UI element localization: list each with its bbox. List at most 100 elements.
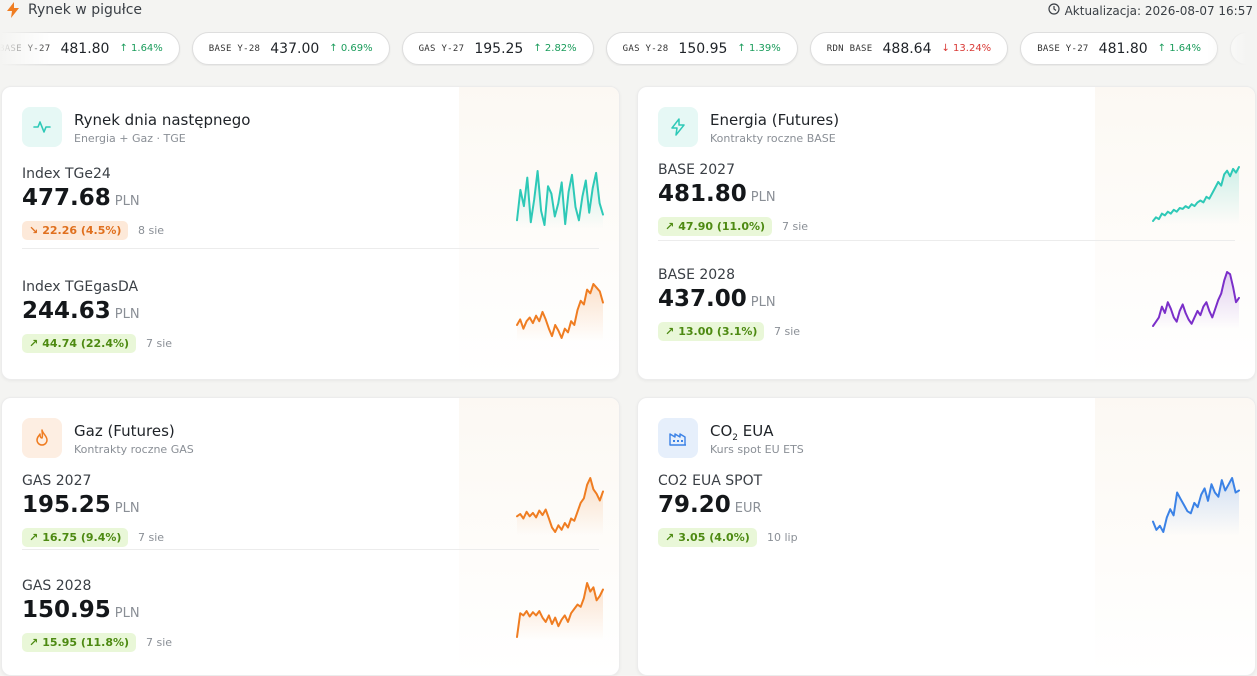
ticker-value: 195.25 <box>474 40 524 57</box>
change-badge: ↗ 15.95 (11.8%) <box>22 633 137 652</box>
metric-label: CO2 EUA SPOT <box>658 473 763 489</box>
sparkline <box>516 170 604 228</box>
sparkline-area <box>517 583 603 640</box>
sparkline-line <box>516 283 604 339</box>
bolt-icon <box>6 2 20 22</box>
metric-date: 7 sie <box>782 220 809 233</box>
sparkline-area <box>1153 167 1239 224</box>
metric-date: 7 sie <box>146 337 173 350</box>
ticker-symbol: BASE Y-27 <box>1037 43 1089 54</box>
clock-icon <box>1047 3 1060 18</box>
sparkline <box>516 477 604 535</box>
card-subtitle: Energia + Gaz · TGE <box>74 132 186 145</box>
sparkline <box>1152 271 1240 329</box>
metric-label: Index TGEgasDA <box>22 279 139 295</box>
metric-price: 244.63 PLN <box>22 298 140 324</box>
ticker-fade-right <box>1207 32 1257 66</box>
card-gaz[interactable]: Gaz (Futures) Kontrakty roczne GAS GAS 2… <box>1 397 620 676</box>
trend-up-icon: ↗ <box>29 531 39 544</box>
ticker-item[interactable]: GAS Y-28 150.95 ↑ 1.39% <box>605 32 798 65</box>
ticker-symbol: RDN BASE <box>826 43 873 54</box>
metric-unit: PLN <box>114 606 140 621</box>
metric-unit: PLN <box>750 190 776 205</box>
card-subtitle: Kontrakty roczne GAS <box>74 443 194 456</box>
ticker-item[interactable]: RDN BASE 488.64 ↓ 13.24% <box>809 32 1009 65</box>
ticker-symbol: GAS Y-27 <box>418 43 465 54</box>
ticker-symbol: BASE Y-28 <box>208 43 261 54</box>
ticker-symbol: GAS Y-28 <box>622 43 669 54</box>
metric-block: CO2 EUA SPOT 79.20 EUR ↗ 3.05 (4.0%) 10 lip <box>658 473 1240 573</box>
ticker-value: 150.95 <box>678 40 728 57</box>
metric-block: Index TGEgasDA 244.63 PLN ↗ 44.74 (22.4%) 7 s… <box>22 279 604 379</box>
page-title: Rynek w pigułce <box>28 2 143 18</box>
sparkline <box>516 283 604 341</box>
card-subtitle: Kurs spot EU ETS <box>710 443 804 456</box>
metric-unit: PLN <box>114 307 140 322</box>
metric-price: 150.95 PLN <box>22 597 140 623</box>
metric-label: BASE 2028 <box>658 267 735 283</box>
ticker-value: 481.80 <box>1098 40 1148 57</box>
card-title: Rynek dnia następnego <box>74 111 251 129</box>
sparkline-line <box>1152 271 1240 327</box>
metric-unit: PLN <box>750 295 776 310</box>
metric-block: BASE 2027 481.80 PLN ↗ 47.90 (11.0%) 7 sie <box>658 162 1240 262</box>
sparkline <box>1152 477 1240 535</box>
metric-price: 477.68 PLN <box>22 185 140 211</box>
metric-price: 79.20 EUR <box>658 492 762 518</box>
ticker-change: ↑ 1.64% <box>1157 43 1201 54</box>
ticker-change: ↑ 1.64% <box>119 43 163 54</box>
ticker-change: ↑ 2.82% <box>533 43 577 54</box>
metric-block: GAS 2028 150.95 PLN ↗ 15.95 (11.8%) 7 sie <box>22 578 604 675</box>
card-rdn[interactable]: Rynek dnia następnego Energia + Gaz · TG… <box>1 86 620 380</box>
ticker-item[interactable]: BASE Y-27 481.80 ↑ 1.64% <box>1020 32 1218 65</box>
change-badge: ↗ 47.90 (11.0%) <box>658 217 773 236</box>
metric-date: 7 sie <box>138 531 165 544</box>
sparkline-line <box>516 170 604 226</box>
metric-date: 8 sie <box>138 224 165 237</box>
sparkline <box>1152 166 1240 224</box>
trend-up-icon: ↗ <box>29 636 39 649</box>
sparkline <box>516 582 604 640</box>
ticker-value: 488.64 <box>882 40 932 57</box>
factory-icon <box>658 418 698 458</box>
trend-up-icon: ↗ <box>665 531 675 544</box>
change-badge: ↘ 22.26 (4.5%) <box>22 221 129 240</box>
card-title: CO2 EUA <box>710 422 774 443</box>
flame-icon <box>22 418 62 458</box>
metric-label: BASE 2027 <box>658 162 735 178</box>
card-co2[interactable]: CO2 EUA Kurs spot EU ETS CO2 EUA SPOT 79.… <box>637 397 1256 676</box>
sparkline-line <box>1152 166 1240 222</box>
bolt-icon <box>658 107 698 147</box>
trend-down-icon: ↘ <box>29 224 39 237</box>
updated-text: Aktualizacja: 2026-08-07 16:57 <box>1064 3 1253 18</box>
metric-price: 195.25 PLN <box>22 492 140 518</box>
metric-date: 7 sie <box>146 636 173 649</box>
metric-label: Index TGe24 <box>22 166 111 182</box>
trend-up-icon: ↗ <box>665 325 675 338</box>
metric-date: 7 sie <box>774 325 801 338</box>
metric-price: 481.80 PLN <box>658 181 776 207</box>
ticker-item[interactable]: BASE Y-28 437.00 ↑ 0.69% <box>191 32 390 65</box>
card-title: Gaz (Futures) <box>74 422 175 440</box>
metric-block: GAS 2027 195.25 PLN ↗ 16.75 (9.4%) 7 sie <box>22 473 604 573</box>
ticker-change: ↑ 1.39% <box>737 43 781 54</box>
sparkline-area <box>517 478 603 535</box>
change-badge: ↗ 44.74 (22.4%) <box>22 334 137 353</box>
metric-unit: EUR <box>734 501 762 516</box>
sparkline-line <box>1152 477 1240 533</box>
pulse-icon <box>22 107 62 147</box>
ticker-strip: BASE Y-27 481.80 ↑ 1.64% BASE Y-28 437.00 ↑ 0… <box>0 32 1257 66</box>
header-bar: Rynek w pigułce Aktualizacja: 2026-08-07… <box>0 0 1257 22</box>
sparkline-line <box>516 582 604 638</box>
ticker-item[interactable]: GAS Y-27 195.25 ↑ 2.82% <box>401 32 594 65</box>
metric-date: 10 lip <box>767 531 798 544</box>
change-badge: ↗ 3.05 (4.0%) <box>658 528 757 547</box>
metric-unit: PLN <box>114 194 140 209</box>
trend-up-icon: ↗ <box>665 220 675 233</box>
ticker-change: ↑ 0.69% <box>329 43 373 54</box>
metric-block: Index TGe24 477.68 PLN ↘ 22.26 (4.5%) 8 sie <box>22 166 604 266</box>
card-energia[interactable]: Energia (Futures) Kontrakty roczne BASE … <box>637 86 1256 380</box>
change-badge: ↗ 16.75 (9.4%) <box>22 528 129 547</box>
ticker-value: 437.00 <box>270 40 320 57</box>
last-updated: Aktualizacja: 2026-08-07 16:57 <box>1047 3 1253 18</box>
